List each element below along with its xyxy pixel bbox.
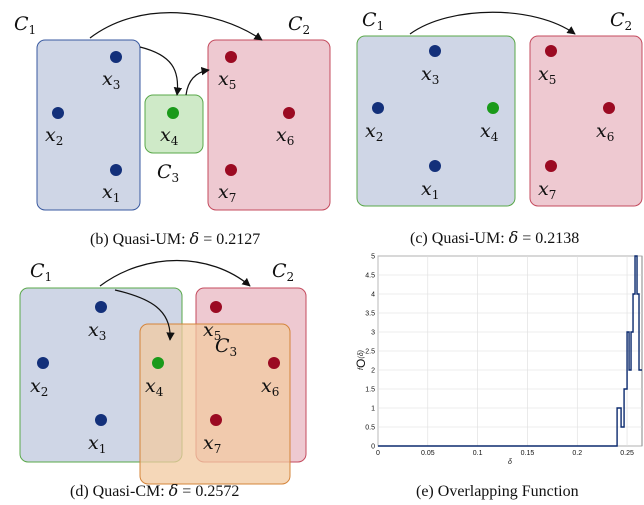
y-tick-label: 2 bbox=[371, 368, 375, 375]
point-x7 bbox=[225, 164, 237, 176]
point-x6-label: x6 bbox=[596, 120, 614, 144]
point-x1 bbox=[429, 160, 441, 172]
point-x1-label: x1 bbox=[88, 432, 106, 456]
y-tick-label: 0 bbox=[371, 444, 375, 451]
x-tick-label: 0.15 bbox=[521, 450, 535, 457]
cluster-c3-label: C3 bbox=[215, 335, 237, 359]
point-x5 bbox=[225, 51, 237, 63]
point-x4 bbox=[152, 357, 164, 369]
point-x3-label: x3 bbox=[102, 68, 120, 92]
y-tick-label: 1.5 bbox=[365, 387, 375, 394]
point-x4-label: x4 bbox=[145, 375, 164, 399]
y-tick-label: 1 bbox=[371, 406, 375, 413]
point-x2 bbox=[37, 357, 49, 369]
point-x4 bbox=[167, 107, 179, 119]
merge-arrow-c1-c2 bbox=[99, 259, 251, 287]
point-x7 bbox=[210, 414, 222, 426]
merge-arrow-c1-c3 bbox=[114, 289, 175, 341]
y-tick-label: 3 bbox=[371, 330, 375, 337]
point-x3 bbox=[110, 51, 122, 63]
point-x6 bbox=[603, 102, 615, 114]
cluster-c1-label: C1 bbox=[362, 9, 384, 33]
point-x7-label: x7 bbox=[203, 432, 221, 456]
cluster-c1-label: C1 bbox=[14, 13, 36, 37]
point-x2 bbox=[52, 107, 64, 119]
series-line bbox=[378, 255, 642, 447]
point-x5-label: x5 bbox=[218, 68, 236, 92]
y-tick-label: 0.5 bbox=[365, 425, 375, 432]
cluster-c1-box bbox=[356, 35, 516, 207]
cluster-c2-label: C2 bbox=[610, 9, 632, 33]
point-x1-label: x1 bbox=[102, 181, 120, 205]
point-x1 bbox=[110, 164, 122, 176]
y-tick-label: 2.5 bbox=[365, 349, 375, 356]
point-x6-label: x6 bbox=[276, 124, 294, 148]
chart-grid bbox=[377, 255, 642, 447]
point-x6 bbox=[268, 357, 280, 369]
point-x7 bbox=[545, 160, 557, 172]
point-x3-label: x3 bbox=[421, 63, 439, 87]
point-x3 bbox=[429, 45, 441, 57]
point-x6-label: x6 bbox=[261, 375, 279, 399]
merge-arrow-c1-c3 bbox=[139, 46, 183, 96]
x-tick-label: 0.25 bbox=[620, 450, 634, 457]
x-tick-label: 0 bbox=[376, 450, 380, 457]
panel-b: C1 C2 C3 x3 x2 x1 x4 x5 x6 x7 (b) Quasi-… bbox=[14, 12, 331, 248]
point-x3 bbox=[95, 301, 107, 313]
cluster-c3-label: C3 bbox=[157, 161, 179, 185]
x-tick-label: 0.1 bbox=[473, 450, 483, 457]
y-tick-label: 4.5 bbox=[365, 273, 375, 280]
point-x5 bbox=[210, 301, 222, 313]
merge-arrow-c1-c2 bbox=[409, 11, 576, 35]
cluster-c1-label: C1 bbox=[30, 260, 52, 284]
caption-e: (e) Overlapping Function bbox=[416, 483, 579, 500]
x-tick-label: 0.2 bbox=[572, 450, 582, 457]
caption-b: (b) Quasi-UM: δ = 0.2127 bbox=[90, 229, 260, 248]
caption-d: (d) Quasi-CM: δ = 0.2572 bbox=[70, 481, 239, 500]
y-axis-label: fO(δ) bbox=[354, 350, 368, 370]
point-x4-label: x4 bbox=[160, 124, 179, 148]
merge-arrow-c1-c2 bbox=[89, 12, 263, 41]
point-x5 bbox=[545, 45, 557, 57]
panel-e-chart: 0 0.05 0.1 0.15 0.2 0.25 0 0.5 1 1.5 2 2.5 3 3.5 4 4.5 5… bbox=[354, 254, 643, 500]
point-x7-label: x7 bbox=[218, 181, 236, 205]
cluster-c3-box bbox=[139, 323, 291, 485]
point-x3-label: x3 bbox=[88, 319, 106, 343]
panel-d: C1 C2 C3 x3 x2 x4 x1 x5 x6 x7 (d) Quasi-… bbox=[19, 259, 307, 500]
caption-c: (c) Quasi-UM: δ = 0.2138 bbox=[410, 228, 579, 247]
panel-c: C1 C2 x3 x2 x4 x1 x5 x6 x7 (c) Quasi-UM:… bbox=[356, 9, 643, 247]
point-x2 bbox=[372, 102, 384, 114]
point-x5-label: x5 bbox=[538, 63, 556, 87]
point-x4 bbox=[487, 102, 499, 114]
y-tick-label: 3.5 bbox=[365, 311, 375, 318]
point-x1-label: x1 bbox=[421, 178, 439, 202]
point-x4-label: x4 bbox=[480, 120, 499, 144]
point-x7-label: x7 bbox=[538, 178, 556, 202]
point-x6 bbox=[283, 107, 295, 119]
chart-ticks: 0 0.05 0.1 0.15 0.2 0.25 0 0.5 1 1.5 2 2.5 3 3.5 4 4.5 5 bbox=[365, 254, 634, 458]
cluster-c2-box bbox=[207, 39, 331, 211]
point-x5-label: x5 bbox=[203, 319, 221, 343]
point-x1 bbox=[95, 414, 107, 426]
y-tick-label: 5 bbox=[371, 254, 375, 261]
merge-arrow-c3-c2 bbox=[185, 67, 210, 96]
cluster-c2-label: C2 bbox=[272, 260, 294, 284]
point-x2-label: x2 bbox=[30, 375, 48, 399]
cluster-c2-label: C2 bbox=[288, 13, 310, 37]
cluster-c2-box bbox=[529, 35, 643, 207]
x-axis-label: δ bbox=[508, 459, 512, 466]
x-tick-label: 0.05 bbox=[421, 450, 435, 457]
point-x2-label: x2 bbox=[365, 120, 383, 144]
y-tick-label: 4 bbox=[371, 292, 375, 299]
point-x2-label: x2 bbox=[45, 124, 63, 148]
